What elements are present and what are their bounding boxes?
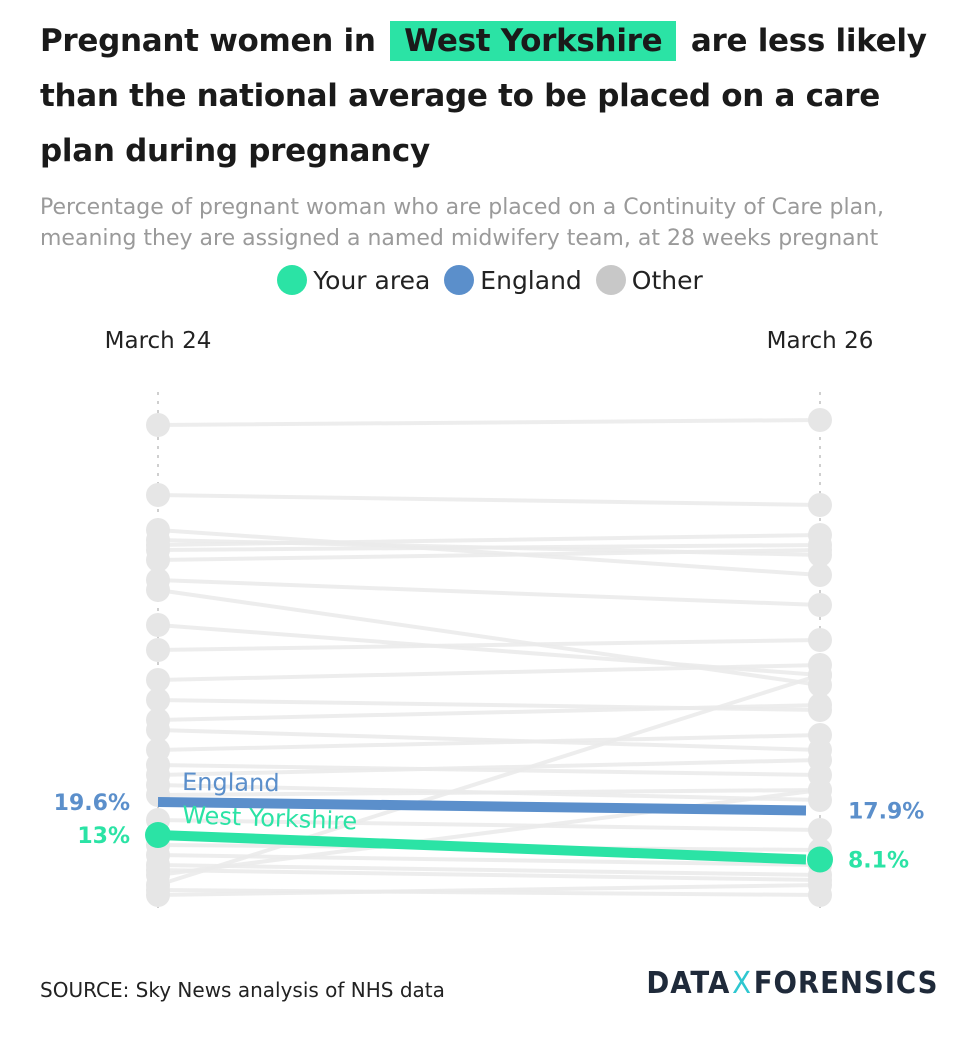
other-series-line [156, 578, 822, 607]
your_area-line [157, 830, 807, 865]
your_area-series-name: West Yorkshire [182, 801, 358, 835]
your_area-label-end: 8.1% [848, 849, 909, 874]
other-point-end [808, 538, 832, 562]
other-point-start [146, 718, 170, 742]
x-axis-label: March 24 [105, 328, 212, 354]
x-axis-label: March 26 [767, 328, 874, 354]
other-point-end [808, 628, 832, 652]
legend-swatch-england [444, 265, 475, 295]
slope-chart: March 24 March 26 England 19.6% 17.9% West Yo… [54, 328, 924, 910]
other-series-line [156, 728, 822, 752]
logo-text-data: DATA [646, 966, 730, 1001]
other-series-line [156, 863, 822, 877]
legend-item-your-area: Your area [277, 265, 430, 295]
other-point-end [808, 723, 832, 747]
legend-item-england: England [444, 265, 582, 295]
other-series-line [156, 703, 822, 722]
other-series-line [156, 528, 822, 577]
other-series-line [156, 673, 822, 887]
other-series-line [156, 868, 822, 882]
other-series-line [156, 733, 822, 752]
legend-item-other: Other [595, 265, 703, 295]
other-point-start [146, 668, 170, 692]
england-line [157, 797, 807, 816]
other-point-start [146, 413, 170, 437]
your_area-label-start: 13% [77, 824, 130, 849]
england-label-end: 17.9% [848, 800, 924, 825]
england-series-name: England [182, 768, 280, 797]
other-series-line [156, 788, 822, 877]
other-series-line [156, 818, 822, 832]
legend: Your area England Other [0, 265, 980, 295]
other-series-line [156, 888, 822, 897]
title-highlight: West Yorkshire [390, 21, 677, 61]
england-label-start: 19.6% [54, 791, 130, 816]
other-point-end [808, 593, 832, 617]
other-point-start [146, 483, 170, 507]
other-series-line [156, 758, 822, 777]
title-after: are less likely than the national averag… [40, 23, 927, 169]
source-note: SOURCE: Sky News analysis of NHS data [40, 978, 445, 1002]
other-series-line [156, 853, 822, 867]
other-series-line [156, 883, 822, 897]
other-series-line [156, 543, 822, 552]
other-series-line [156, 533, 822, 547]
your_area-point-start [145, 822, 171, 848]
other-point-start [146, 883, 170, 907]
other-point-end [808, 748, 832, 772]
other-series-line [156, 418, 822, 427]
your_area-point-end [807, 846, 833, 873]
other-point-end [808, 873, 832, 897]
other-series-line [156, 493, 822, 507]
other-series-line [156, 763, 822, 777]
other-point-start [146, 638, 170, 662]
chart-title: Pregnant women in West Yorkshire are les… [40, 14, 960, 179]
other-point-end [808, 563, 832, 587]
logo-text-forensics: FORENSICS [753, 966, 938, 1001]
other-point-end [808, 778, 832, 802]
other-series-line [156, 788, 822, 797]
other-series-line [156, 663, 822, 682]
legend-label-your-area: Your area [313, 265, 431, 295]
chart-subtitle: Percentage of pregnant woman who are pla… [40, 195, 885, 251]
legend-swatch-other [595, 265, 626, 295]
other-series-line [156, 638, 822, 652]
data-forensics-logo: DATAXFORENSICS [646, 966, 938, 1001]
legend-label-other: Other [631, 265, 703, 295]
other-point-end [808, 493, 832, 517]
legend-label-england: England [480, 265, 582, 295]
other-point-end [808, 663, 832, 687]
other-point-start [146, 688, 170, 712]
other-point-start [146, 548, 170, 572]
legend-swatch-your-area [277, 265, 308, 295]
other-point-end [808, 693, 832, 717]
other-series-line [156, 548, 822, 562]
title-before: Pregnant women in [40, 23, 376, 59]
other-point-end [808, 408, 832, 432]
other-point-start [146, 578, 170, 602]
other-point-start [146, 613, 170, 637]
logo-x: X [731, 966, 752, 1001]
other-point-end [808, 818, 832, 842]
